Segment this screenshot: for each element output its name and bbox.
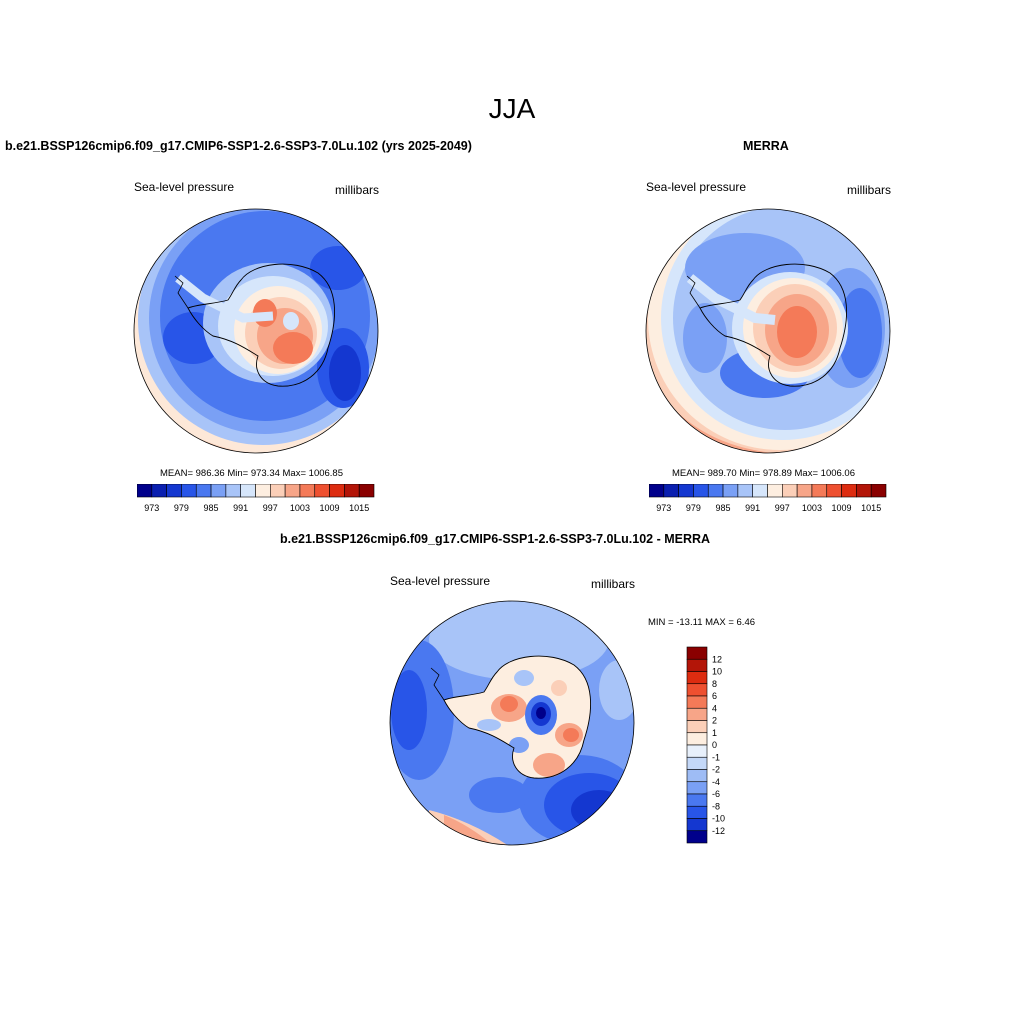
colorbar-swatch [686,769,708,783]
colorbar-swatch [686,646,708,660]
colorbar-swatch [686,830,708,844]
colorbar-tick-label: 6 [712,691,717,701]
colorbar-swatch [737,484,753,498]
colorbar-tick-label: -1 [712,752,720,762]
colorbar-tick-label: 991 [233,503,248,513]
colorbar-tick-label: 997 [263,503,278,513]
obs-panel-title: MERRA [743,139,789,153]
obs-map [645,208,891,454]
colorbar-swatch [240,484,256,498]
colorbar-swatch [826,484,842,498]
colorbar-swatch [686,695,708,709]
diff-map [389,600,635,846]
colorbar-swatch [151,484,167,498]
colorbar-swatch [686,793,708,807]
colorbar-swatch [686,707,708,721]
colorbar-tick-label: 979 [686,503,701,513]
colorbar-swatch [270,484,286,498]
colorbar-swatch [255,484,271,498]
colorbar-swatch [767,484,783,498]
colorbar-tick-label: 973 [656,503,671,513]
colorbar-swatch [693,484,709,498]
colorbar-tick-label: 12 [712,654,722,664]
colorbar-swatch [686,658,708,672]
colorbar-tick-label: 2 [712,716,717,726]
colorbar-swatch [284,484,301,498]
colorbar-swatch [329,484,345,498]
model-units-label: millibars [335,183,380,197]
colorbar-swatch [856,484,872,498]
colorbar-tick-label: 10 [712,667,722,677]
model-map [133,208,379,454]
colorbar-tick-label: 991 [745,503,760,513]
colorbar-tick-label: 985 [204,503,219,513]
colorbar-swatch [137,484,153,498]
colorbar-tick-label: 0 [712,740,717,750]
model-colorbar: 973 979 985 991 997 1003 1009 1015 [137,484,375,513]
colorbar-tick-label: -4 [712,777,720,787]
colorbar-tick-label: 1015 [861,503,881,513]
model-panel-title: b.e21.BSSP126cmip6.f09_g17.CMIP6-SSP1-2.… [5,139,472,153]
colorbar-tick-label: 4 [712,703,717,713]
colorbar-tick-label: -6 [712,789,720,799]
colorbar-swatch [210,484,227,498]
obs-colorbar: 973 979 985 991 997 1003 1009 1015 [649,484,887,513]
colorbar-swatch [181,484,197,498]
colorbar-swatch [344,484,360,498]
colorbar-tick-label: 1003 [290,503,310,513]
colorbar-swatch [314,484,330,498]
colorbar-tick-label: 1009 [832,503,852,513]
colorbar-tick-label: 973 [144,503,159,513]
colorbar-tick-label: 1015 [349,503,369,513]
colorbar-swatch [686,732,708,746]
diff-variable-label: Sea-level pressure [390,574,491,588]
colorbar-swatch [796,484,813,498]
colorbar-tick-label: 979 [174,503,189,513]
colorbar-swatch [686,683,708,697]
colorbar-tick-label: -10 [712,814,725,824]
colorbar-swatch [686,671,708,685]
colorbar-swatch [870,484,887,498]
colorbar-swatch [299,484,316,498]
colorbar-swatch [686,781,708,795]
colorbar-swatch [841,484,857,498]
colorbar-swatch [782,484,798,498]
model-variable-label: Sea-level pressure [134,180,235,194]
colorbar-swatch [358,484,375,498]
colorbar-tick-label: 1 [712,728,717,738]
season-title: JJA [488,93,536,124]
colorbar-swatch [678,484,694,498]
colorbar-tick-label: 1009 [320,503,340,513]
colorbar-swatch [686,805,708,819]
colorbar-swatch [195,484,212,498]
colorbar-swatch [686,744,708,758]
obs-units-label: millibars [847,183,892,197]
colorbar-tick-label: 8 [712,679,717,689]
colorbar-tick-label: -2 [712,765,720,775]
colorbar-tick-label: 1003 [802,503,822,513]
diff-panel-title: b.e21.BSSP126cmip6.f09_g17.CMIP6-SSP1-2.… [280,532,711,546]
model-stats: MEAN= 986.36 Min= 973.34 Max= 1006.85 [160,468,343,479]
colorbar-swatch [752,484,768,498]
colorbar-swatch [811,484,828,498]
colorbar-swatch [663,484,679,498]
colorbar-tick-label: -12 [712,826,725,836]
colorbar-swatch [686,720,708,734]
colorbar-swatch [686,756,708,770]
colorbar-swatch [166,484,182,498]
colorbar-swatch [225,484,241,498]
obs-stats: MEAN= 989.70 Min= 978.89 Max= 1006.06 [672,468,855,479]
diff-stats: MIN = -13.11 MAX = 6.46 [648,617,756,628]
colorbar-swatch [649,484,665,498]
colorbar-swatch [707,484,724,498]
obs-variable-label: Sea-level pressure [646,180,747,194]
colorbar-tick-label: 997 [775,503,790,513]
colorbar-tick-label: -8 [712,801,720,811]
colorbar-swatch [722,484,739,498]
colorbar-swatch [686,818,708,832]
colorbar-tick-label: 985 [716,503,731,513]
diff-units-label: millibars [591,577,636,591]
